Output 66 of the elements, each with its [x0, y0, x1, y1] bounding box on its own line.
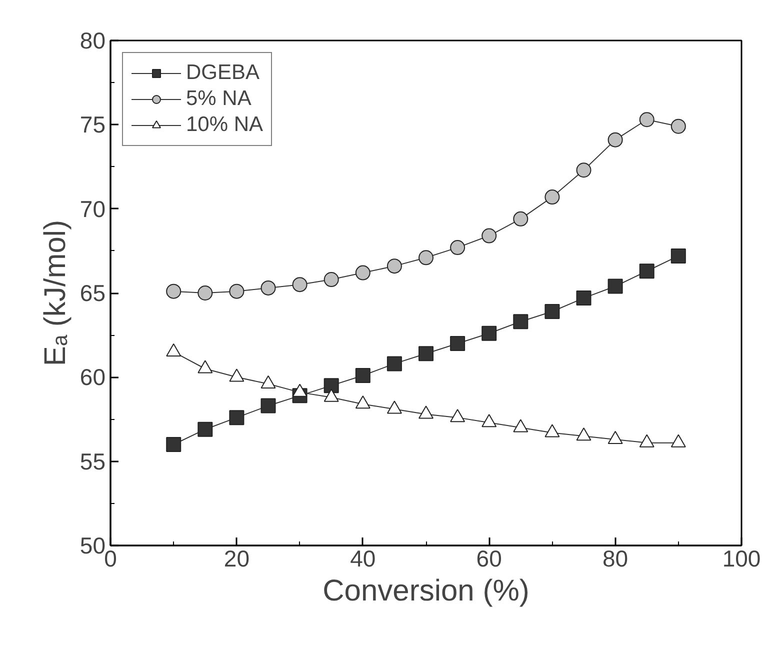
point — [386, 356, 402, 372]
x-axis-title: Conversion (%) — [322, 574, 530, 608]
point — [670, 118, 686, 134]
y-axis-title: Eₐ (kJ/mol) — [38, 220, 72, 366]
point — [576, 162, 592, 178]
point — [608, 430, 623, 444]
point — [482, 228, 497, 244]
point — [450, 408, 466, 422]
point — [513, 211, 528, 226]
x-tick-label: 60 — [476, 546, 502, 572]
legend-label: 10% NA — [186, 113, 264, 137]
y-tick-label: 50 — [80, 532, 106, 558]
x-tick-label: 0 — [104, 546, 117, 572]
point — [670, 434, 686, 448]
point — [450, 336, 466, 351]
point — [198, 422, 213, 437]
point — [324, 378, 339, 394]
point — [639, 434, 654, 448]
point — [355, 265, 370, 280]
point — [166, 284, 182, 299]
point — [608, 278, 623, 294]
point — [639, 112, 654, 128]
point — [229, 284, 244, 299]
point — [355, 368, 370, 383]
point — [324, 388, 339, 402]
point — [229, 368, 244, 382]
point — [576, 428, 592, 441]
point — [513, 314, 528, 330]
point — [608, 132, 623, 148]
x-tick-label: 80 — [602, 546, 628, 572]
point — [324, 272, 339, 288]
legend-label: DGEBA — [186, 61, 260, 85]
point — [450, 240, 466, 256]
point — [544, 190, 560, 205]
point — [198, 286, 213, 300]
point — [670, 248, 686, 264]
point — [418, 406, 434, 419]
x-tick-label: 100 — [722, 546, 761, 572]
point — [198, 360, 213, 374]
point — [386, 400, 402, 414]
y-tick-label: 55 — [80, 448, 106, 474]
point — [292, 277, 308, 292]
y-tick-label: 65 — [80, 280, 106, 306]
point — [386, 258, 402, 274]
point — [260, 375, 276, 388]
y-tick-label: 70 — [80, 196, 106, 222]
x-tick-label: 20 — [224, 546, 250, 572]
legend-label: 5% NA — [186, 87, 252, 111]
y-tick-label: 80 — [80, 28, 106, 54]
point — [513, 419, 528, 432]
point — [260, 398, 276, 414]
point — [576, 290, 592, 306]
point — [260, 280, 276, 296]
y-tick-label: 60 — [80, 364, 106, 390]
point — [639, 264, 654, 279]
x-tick-label: 40 — [350, 546, 376, 572]
point — [292, 384, 308, 397]
point — [418, 346, 434, 362]
point — [355, 396, 370, 409]
point — [482, 414, 497, 428]
y-tick-label: 75 — [80, 112, 106, 138]
point — [544, 424, 560, 438]
point — [166, 343, 182, 356]
point — [418, 250, 434, 266]
point — [482, 326, 497, 341]
point — [544, 304, 560, 320]
